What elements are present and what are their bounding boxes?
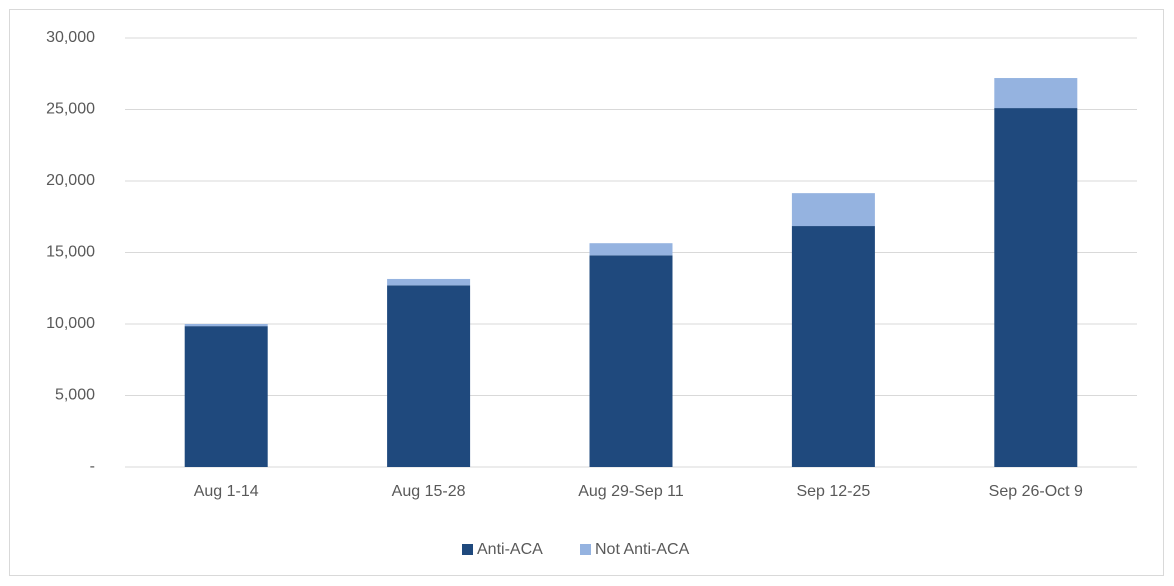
- x-tick-label: Aug 29-Sep 11: [578, 483, 684, 500]
- bar-segment: [994, 108, 1078, 467]
- bar-segment: [589, 255, 673, 467]
- bar-segment: [791, 193, 875, 227]
- x-tick-label: Aug 1-14: [194, 483, 259, 500]
- x-tick-label: Sep 26-Oct 9: [989, 483, 1083, 500]
- y-tick-label: 20,000: [46, 172, 95, 189]
- chart-border: [9, 9, 1164, 576]
- y-tick-label: 30,000: [46, 29, 95, 46]
- bar-segment: [994, 78, 1078, 109]
- y-tick-label: -: [90, 458, 95, 475]
- bar-segment: [589, 243, 673, 256]
- x-tick-label: Sep 12-25: [796, 483, 870, 500]
- y-tick-label: 25,000: [46, 101, 95, 118]
- bar-segment: [791, 226, 875, 467]
- bar-segment: [387, 278, 471, 286]
- y-tick-label: 15,000: [46, 244, 95, 261]
- bar-segment: [387, 285, 471, 467]
- legend-label: Anti-ACA: [477, 541, 543, 558]
- bar-segment: [184, 324, 268, 327]
- bar-segment: [184, 326, 268, 467]
- x-tick-label: Aug 15-28: [392, 483, 466, 500]
- y-tick-label: 10,000: [46, 315, 95, 332]
- legend-label: Not Anti-ACA: [595, 541, 690, 558]
- y-tick-label: 5,000: [55, 387, 95, 404]
- legend-swatch: [580, 544, 591, 555]
- legend-swatch: [462, 544, 473, 555]
